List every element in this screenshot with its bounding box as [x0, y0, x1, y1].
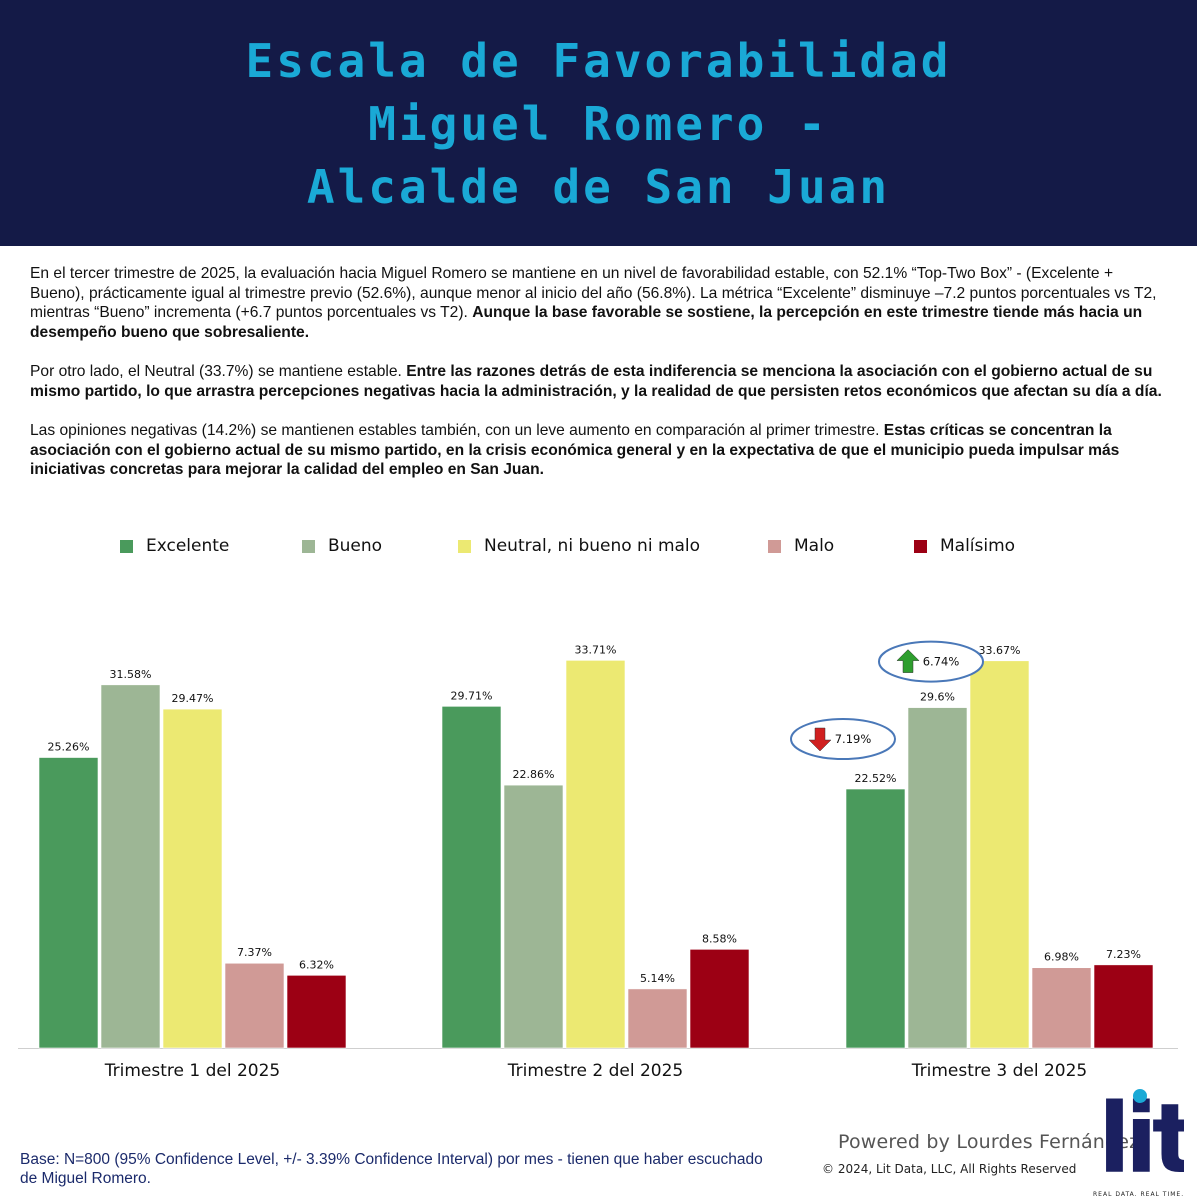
data-label-excelente-q1: 25.26% [48, 741, 90, 754]
legend-item-malisimo: Malísimo [914, 536, 1015, 556]
data-label-neutral-ni-bueno-ni-malo-q2: 33.71% [575, 643, 617, 656]
bar-bueno-q1 [100, 684, 161, 1049]
legend-swatch-malisimo [914, 539, 927, 553]
paragraph-3-normal: Las opiniones negativas (14.2%) se manti… [30, 422, 884, 439]
paragraph-2-normal: Por otro lado, el Neutral (33.7%) se man… [30, 363, 407, 380]
legend-swatch-bueno [302, 539, 315, 553]
data-label-excelente-q2: 29.71% [451, 689, 493, 702]
data-label-malo-q3: 6.98% [1044, 951, 1079, 964]
logo-tagline: REAL DATA. REAL TIME. [1093, 1191, 1185, 1198]
data-label-malo-q2: 5.14% [640, 972, 675, 985]
base-note: Base: N=800 (95% Confidence Level, +/- 3… [20, 1151, 763, 1187]
arrow-up-icon [896, 649, 920, 673]
bar-neutral-ni-bueno-ni-malo-q3 [969, 660, 1030, 1049]
legend-item-malo: Malo [768, 536, 834, 556]
x-tick-label-q2: Trimestre 2 del 2025 [507, 1061, 683, 1081]
x-tick-label-q3: Trimestre 3 del 2025 [911, 1061, 1087, 1081]
arrow-down-icon [808, 727, 832, 752]
data-label-malo-q1: 7.37% [237, 946, 272, 959]
summary-paragraph-1: En el tercer trimestre de 2025, la evalu… [30, 264, 1170, 342]
paragraph-2-bold: Entre las razones detrás de esta indifer… [30, 363, 1162, 400]
header-banner: Escala de Favorabilidad Miguel Romero - … [0, 0, 1197, 246]
legend-label-malo: Malo [794, 536, 835, 556]
legend-label-malisimo: Malísimo [940, 536, 1016, 556]
logo-dot-icon [1133, 1089, 1147, 1103]
legend-label-bueno: Bueno [328, 536, 383, 556]
bar-excelente-q2 [441, 706, 502, 1049]
data-label-bueno-q1: 31.58% [110, 668, 152, 681]
data-label-malisimo-q1: 6.32% [299, 958, 334, 971]
x-tick-label-q1: Trimestre 1 del 2025 [104, 1061, 280, 1081]
copyright-text: © 2024, Lit Data, LLC, All Rights Reserv… [822, 1162, 1077, 1176]
bar-bueno-q2 [503, 784, 564, 1049]
page-title: Escala de Favorabilidad Miguel Romero - … [0, 30, 1197, 219]
title-line-2: Miguel Romero - [368, 97, 829, 151]
legend-item-excelente: Excelente [120, 536, 229, 556]
data-label-malisimo-q3: 7.23% [1106, 948, 1141, 961]
paragraph-1-normal: En el tercer trimestre de 2025, la evalu… [30, 265, 1157, 321]
change-callout-value-1: 6.74% [923, 655, 960, 669]
summary-paragraph-3: Las opiniones negativas (14.2%) se manti… [30, 421, 1170, 480]
chart-legend: Excelente Bueno Neutral, ni bueno ni mal… [120, 536, 1120, 562]
summary-paragraph-2: Por otro lado, el Neutral (33.7%) se man… [30, 362, 1170, 401]
data-label-bueno-q2: 22.86% [513, 768, 555, 781]
bar-neutral-ni-bueno-ni-malo-q2 [565, 660, 626, 1049]
summary-text: En el tercer trimestre de 2025, la evalu… [30, 264, 1170, 500]
paragraph-3-bold: Estas críticas se concentran la asociaci… [30, 422, 1120, 478]
legend-swatch-malo [768, 539, 781, 553]
legend-item-neutral: Neutral, ni bueno ni malo [458, 536, 700, 556]
data-label-neutral-ni-bueno-ni-malo-q1: 29.47% [172, 692, 214, 705]
bar-malisimo-q1 [286, 975, 347, 1049]
bar-malo-q1 [224, 962, 285, 1049]
data-label-malisimo-q2: 8.58% [702, 932, 737, 945]
legend-swatch-excelente [120, 539, 133, 553]
bar-neutral-ni-bueno-ni-malo-q1 [162, 708, 223, 1049]
bar-malisimo-q3 [1093, 964, 1154, 1049]
lit-logo: lit [1098, 1083, 1184, 1190]
powered-by: Powered by Lourdes Fernández [838, 1131, 1140, 1153]
legend-label-excelente: Excelente [146, 536, 230, 556]
bar-bueno-q3 [907, 707, 968, 1049]
bar-malisimo-q2 [689, 949, 750, 1049]
bar-malo-q2 [627, 988, 688, 1049]
legend-label-neutral: Neutral, ni bueno ni malo [484, 536, 701, 556]
data-label-bueno-q3: 29.6% [920, 691, 955, 704]
legend-swatch-neutral [458, 539, 471, 553]
change-callout-value-2: 7.19% [835, 732, 872, 746]
legend-item-bueno: Bueno [302, 536, 382, 556]
data-label-neutral-ni-bueno-ni-malo-q3: 33.67% [979, 644, 1021, 657]
title-line-3: Alcalde de San Juan [306, 160, 891, 214]
bar-chart: 25.26% 31.58% 29.47% 7.37% 6.32% Trimestre 1 … [18, 640, 1178, 1081]
bar-excelente-q3 [845, 788, 906, 1049]
data-label-excelente-q3: 22.52% [855, 772, 897, 785]
bar-malo-q3 [1031, 967, 1092, 1049]
title-line-1: Escala de Favorabilidad [245, 34, 952, 88]
paragraph-1-bold: Aunque la base favorable se sostiene, la… [30, 304, 1143, 341]
bar-excelente-q1 [38, 757, 99, 1049]
